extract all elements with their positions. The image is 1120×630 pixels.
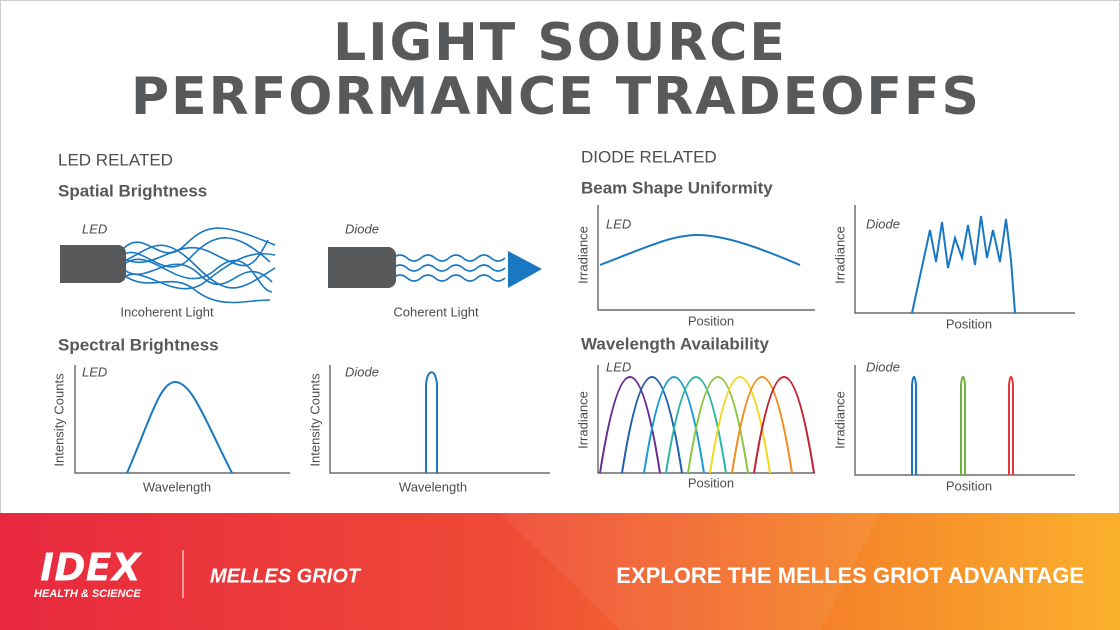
y-axis-label: Intensity Counts bbox=[51, 373, 66, 467]
beam-curve bbox=[911, 215, 1016, 314]
source-label: LED bbox=[606, 216, 631, 231]
beam-curve bbox=[599, 233, 801, 266]
diode-waves bbox=[392, 254, 506, 282]
led-waves bbox=[121, 227, 276, 304]
subsection-title: Wavelength Availability bbox=[581, 334, 770, 353]
x-axis-label: Position bbox=[688, 475, 734, 490]
source-label: Diode bbox=[345, 221, 379, 236]
y-axis-label: Irradiance bbox=[832, 226, 847, 284]
axes bbox=[854, 365, 1075, 476]
title-line: PERFORMANCE TRADEOFFS bbox=[131, 67, 981, 127]
diode-body bbox=[328, 247, 396, 288]
footer-shape bbox=[500, 513, 880, 630]
led-body bbox=[60, 245, 126, 283]
section-heading: LED RELATED bbox=[58, 150, 173, 169]
y-axis-label: Irradiance bbox=[832, 391, 847, 449]
laser-line bbox=[960, 375, 966, 475]
laser-line bbox=[911, 375, 917, 475]
caption: Coherent Light bbox=[393, 304, 479, 319]
source-label: LED bbox=[82, 221, 107, 236]
axes bbox=[329, 365, 550, 474]
wavelength-arcs bbox=[599, 376, 815, 474]
brand-logo: IDEX bbox=[40, 546, 143, 590]
section-heading: DIODE RELATED bbox=[581, 147, 717, 166]
beam-arrow bbox=[508, 251, 542, 288]
laser-line bbox=[1008, 375, 1014, 475]
y-axis-label: Irradiance bbox=[575, 391, 590, 449]
x-axis-label: Position bbox=[946, 478, 992, 493]
axes bbox=[597, 205, 815, 311]
subsection-title: Beam Shape Uniformity bbox=[581, 178, 773, 197]
x-axis-label: Wavelength bbox=[399, 479, 467, 494]
x-axis-label: Wavelength bbox=[143, 479, 211, 494]
caption: Incoherent Light bbox=[120, 304, 214, 319]
axes bbox=[854, 205, 1075, 314]
footer-band bbox=[0, 513, 1120, 630]
y-axis-label: Irradiance bbox=[575, 226, 590, 284]
x-axis-label: Position bbox=[688, 313, 734, 328]
source-label: Diode bbox=[866, 359, 900, 374]
brand-sub: HEALTH & SCIENCE bbox=[34, 588, 141, 600]
x-axis-label: Position bbox=[946, 316, 992, 331]
axes bbox=[74, 365, 290, 474]
subsection-title: Spectral Brightness bbox=[58, 335, 219, 354]
spectrum-curve bbox=[126, 380, 233, 474]
y-axis-label: Intensity Counts bbox=[307, 373, 322, 467]
source-label: LED bbox=[82, 364, 107, 379]
title-line: LIGHT SOURCE bbox=[333, 13, 787, 73]
partner-logo: MELLES GRIOT bbox=[210, 565, 362, 587]
spectrum-curve bbox=[425, 371, 438, 473]
cta[interactable]: EXPLORE THE MELLES GRIOT ADVANTAGE bbox=[616, 563, 1084, 588]
axes bbox=[597, 365, 815, 474]
source-label: Diode bbox=[345, 364, 379, 379]
subsection-title: Spatial Brightness bbox=[58, 181, 207, 200]
source-label: Diode bbox=[866, 216, 900, 231]
source-label: LED bbox=[606, 359, 631, 374]
